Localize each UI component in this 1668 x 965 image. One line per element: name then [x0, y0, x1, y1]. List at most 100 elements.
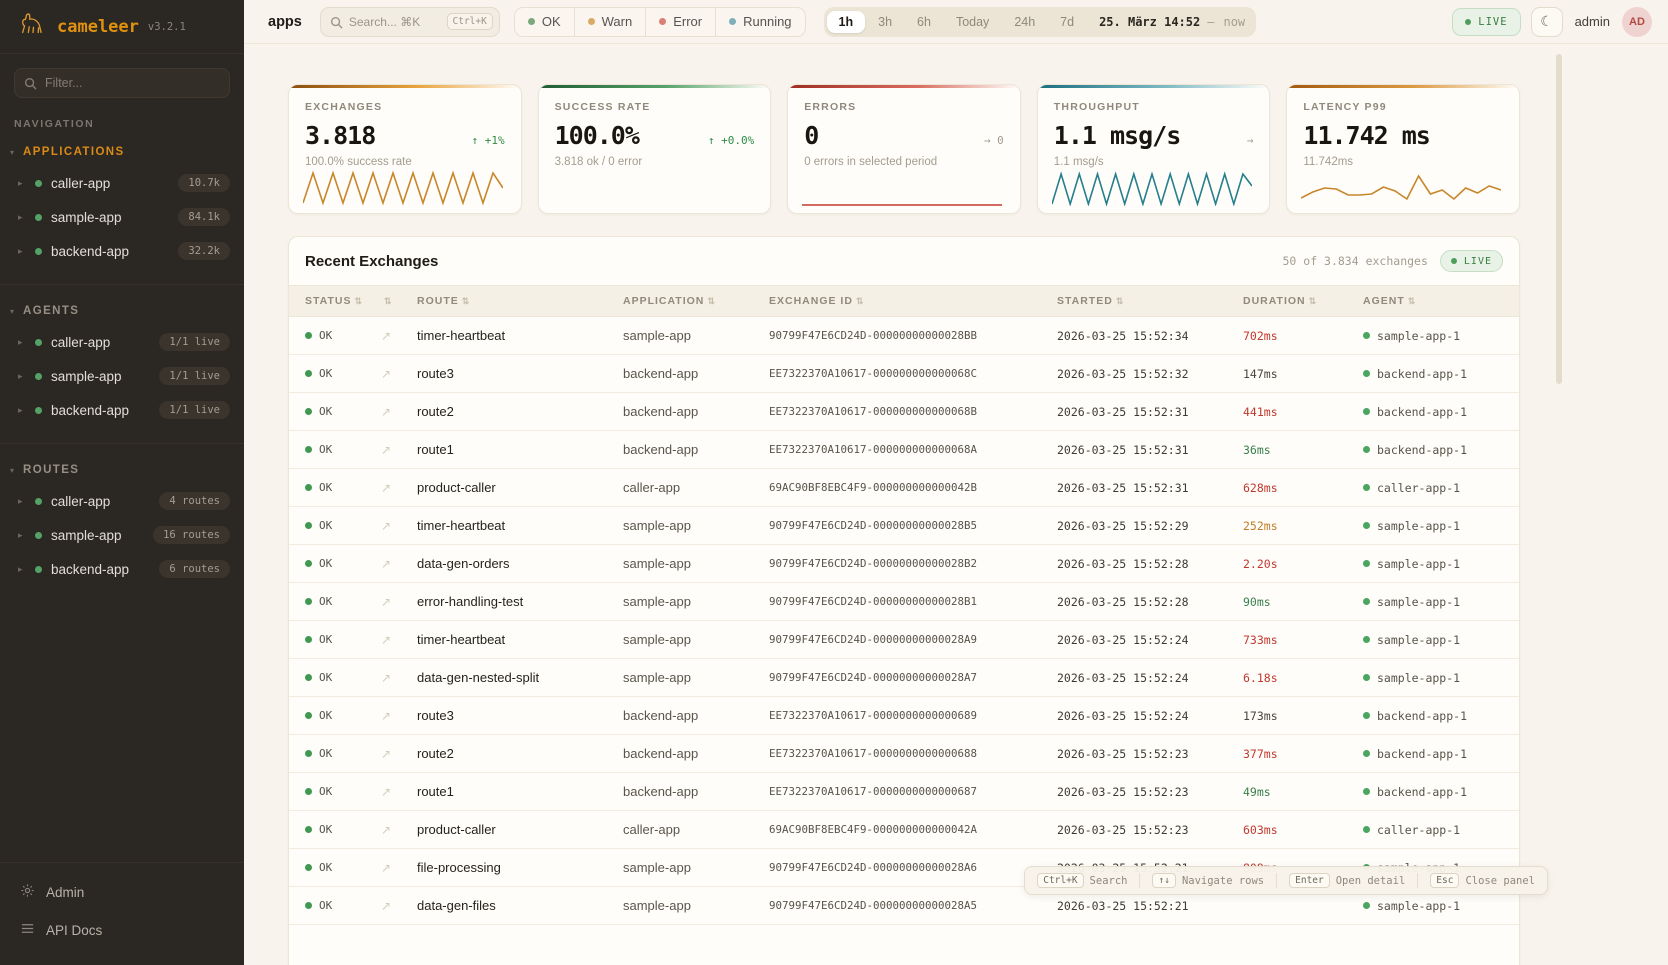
- table-row[interactable]: OK↗data-gen-nested-splitsample-app90799F…: [289, 659, 1519, 697]
- chevron-right-icon: ▸: [18, 337, 26, 348]
- open-exchange-icon[interactable]: ↗: [381, 709, 391, 723]
- open-exchange-icon[interactable]: ↗: [381, 785, 391, 799]
- time-range-7d[interactable]: 7d: [1048, 11, 1086, 33]
- status-filter-error[interactable]: Error: [645, 8, 715, 36]
- sidebar-item-routes-sample-app[interactable]: ▸sample-app16 routes: [0, 518, 244, 552]
- column-header-route[interactable]: ROUTE⇅: [407, 286, 613, 317]
- open-exchange-icon[interactable]: ↗: [381, 329, 391, 343]
- column-header-application[interactable]: APPLICATION⇅: [613, 286, 759, 317]
- table-row[interactable]: OK↗route1backend-appEE7322370A10617-0000…: [289, 773, 1519, 811]
- search-input[interactable]: [349, 15, 447, 29]
- table-header-row: STATUS⇅⇅ROUTE⇅APPLICATION⇅EXCHANGE ID⇅ST…: [289, 286, 1519, 317]
- time-range-24h[interactable]: 24h: [1002, 11, 1047, 33]
- sidebar-item-routes-caller-app[interactable]: ▸caller-app4 routes: [0, 484, 244, 518]
- open-exchange-icon[interactable]: ↗: [381, 443, 391, 457]
- sidebar-item-agents-sample-app[interactable]: ▸sample-app1/1 live: [0, 359, 244, 393]
- open-exchange-icon[interactable]: ↗: [381, 405, 391, 419]
- sidebar-item-badge: 1/1 live: [159, 367, 230, 385]
- sidebar-item-applications-caller-app[interactable]: ▸caller-app10.7k: [0, 166, 244, 200]
- table-row[interactable]: OK↗route2backend-appEE7322370A10617-0000…: [289, 735, 1519, 773]
- sort-icon: ⇅: [1408, 296, 1417, 306]
- sort-icon: ⇅: [354, 296, 363, 306]
- open-exchange-icon[interactable]: ↗: [381, 899, 391, 913]
- table-row[interactable]: OK↗product-callercaller-app69AC90BF8EBC4…: [289, 811, 1519, 849]
- duration-cell: 252ms: [1233, 507, 1353, 545]
- open-exchange-icon[interactable]: ↗: [381, 595, 391, 609]
- open-exchange-icon[interactable]: ↗: [381, 519, 391, 533]
- table-row[interactable]: OK↗data-gen-orderssample-app90799F47E6CD…: [289, 545, 1519, 583]
- sidebar-footer-item-api-docs[interactable]: API Docs: [0, 911, 244, 949]
- status-filter-ok[interactable]: OK: [515, 8, 574, 36]
- logo[interactable]: cameleer v3.2.1: [0, 0, 244, 54]
- open-exchange-icon[interactable]: ↗: [381, 367, 391, 381]
- theme-toggle-button[interactable]: ☾: [1531, 7, 1563, 37]
- status-dot-icon: [35, 214, 42, 221]
- table-row[interactable]: OK↗timer-heartbeatsample-app90799F47E6CD…: [289, 317, 1519, 355]
- column-header-duration[interactable]: DURATION⇅: [1233, 286, 1353, 317]
- table-body: OK↗timer-heartbeatsample-app90799F47E6CD…: [289, 317, 1519, 925]
- shortcut-kbd: Ctrl+K: [1037, 873, 1083, 888]
- sidebar-group-header-routes[interactable]: ▾ROUTES: [0, 456, 244, 484]
- table-row[interactable]: OK↗error-handling-testsample-app90799F47…: [289, 583, 1519, 621]
- sidebar-item-applications-backend-app[interactable]: ▸backend-app32.2k: [0, 234, 244, 268]
- sidebar-item-applications-sample-app[interactable]: ▸sample-app84.1k: [0, 200, 244, 234]
- table-row[interactable]: OK↗route1backend-appEE7322370A10617-0000…: [289, 431, 1519, 469]
- sort-icon: ⇅: [1309, 296, 1318, 306]
- column-header-open[interactable]: ⇅: [371, 286, 407, 317]
- table-row[interactable]: OK↗timer-heartbeatsample-app90799F47E6CD…: [289, 621, 1519, 659]
- route-cell: file-processing: [407, 849, 613, 887]
- ok-dot-icon: [305, 446, 312, 453]
- status-cell: OK: [289, 811, 371, 849]
- sidebar-footer-item-admin[interactable]: Admin: [0, 873, 244, 911]
- agent-dot-icon: [1363, 750, 1370, 757]
- filter-input[interactable]: [14, 68, 230, 98]
- agent-cell: backend-app-1: [1353, 773, 1519, 811]
- status-wrap: OK: [305, 671, 361, 684]
- table-row[interactable]: OK↗route2backend-appEE7322370A10617-0000…: [289, 393, 1519, 431]
- application-cell: backend-app: [613, 697, 759, 735]
- column-header-started[interactable]: STARTED⇅: [1047, 286, 1233, 317]
- open-exchange-icon[interactable]: ↗: [381, 823, 391, 837]
- sort-icon: ⇅: [707, 296, 716, 306]
- exchange-id-cell: 90799F47E6CD24D-00000000000028B1: [759, 583, 1047, 621]
- column-header-agent[interactable]: AGENT⇅: [1353, 286, 1519, 317]
- table-row[interactable]: OK↗product-callercaller-app69AC90BF8EBC4…: [289, 469, 1519, 507]
- time-range-3h[interactable]: 3h: [866, 11, 904, 33]
- agent-label: sample-app-1: [1377, 899, 1460, 913]
- table-row[interactable]: OK↗route3backend-appEE7322370A10617-0000…: [289, 355, 1519, 393]
- open-exchange-icon[interactable]: ↗: [381, 481, 391, 495]
- time-range-today[interactable]: Today: [944, 11, 1001, 33]
- sidebar-item-agents-backend-app[interactable]: ▸backend-app1/1 live: [0, 393, 244, 427]
- stat-card-success-rate: SUCCESS RATE100.0%↑ +0.0%3.818 ok / 0 er…: [538, 84, 772, 214]
- agent-wrap: sample-app-1: [1363, 899, 1509, 913]
- status-cell: OK: [289, 887, 371, 925]
- sidebar-item-agents-caller-app[interactable]: ▸caller-app1/1 live: [0, 325, 244, 359]
- table-row[interactable]: OK↗route3backend-appEE7322370A10617-0000…: [289, 697, 1519, 735]
- status-cell: OK: [289, 583, 371, 621]
- status-wrap: OK: [305, 367, 361, 380]
- open-exchange-icon[interactable]: ↗: [381, 671, 391, 685]
- time-range-6h[interactable]: 6h: [905, 11, 943, 33]
- column-header-status[interactable]: STATUS⇅: [289, 286, 371, 317]
- table-row[interactable]: OK↗timer-heartbeatsample-app90799F47E6CD…: [289, 507, 1519, 545]
- live-toggle[interactable]: LIVE: [1452, 8, 1520, 36]
- open-exchange-icon[interactable]: ↗: [381, 633, 391, 647]
- open-exchange-icon[interactable]: ↗: [381, 557, 391, 571]
- sidebar-item-label: sample-app: [51, 369, 150, 384]
- status-filter-warn[interactable]: Warn: [574, 8, 646, 36]
- ok-dot-icon: [305, 332, 312, 339]
- sidebar-group-header-agents[interactable]: ▾AGENTS: [0, 297, 244, 325]
- agent-cell: backend-app-1: [1353, 355, 1519, 393]
- sidebar-group-label: AGENTS: [23, 305, 79, 317]
- sidebar-item-routes-backend-app[interactable]: ▸backend-app6 routes: [0, 552, 244, 586]
- column-header-exchange-id[interactable]: EXCHANGE ID⇅: [759, 286, 1047, 317]
- avatar[interactable]: AD: [1622, 7, 1652, 37]
- table-live-badge[interactable]: LIVE: [1440, 250, 1503, 272]
- sidebar-group-header-applications[interactable]: ▾APPLICATIONS: [0, 138, 244, 166]
- scrollbar-thumb[interactable]: [1556, 54, 1562, 384]
- status-filter-running[interactable]: Running: [715, 8, 804, 36]
- duration-cell: 90ms: [1233, 583, 1353, 621]
- time-range-1h[interactable]: 1h: [827, 11, 866, 33]
- open-exchange-icon[interactable]: ↗: [381, 747, 391, 761]
- open-exchange-icon[interactable]: ↗: [381, 861, 391, 875]
